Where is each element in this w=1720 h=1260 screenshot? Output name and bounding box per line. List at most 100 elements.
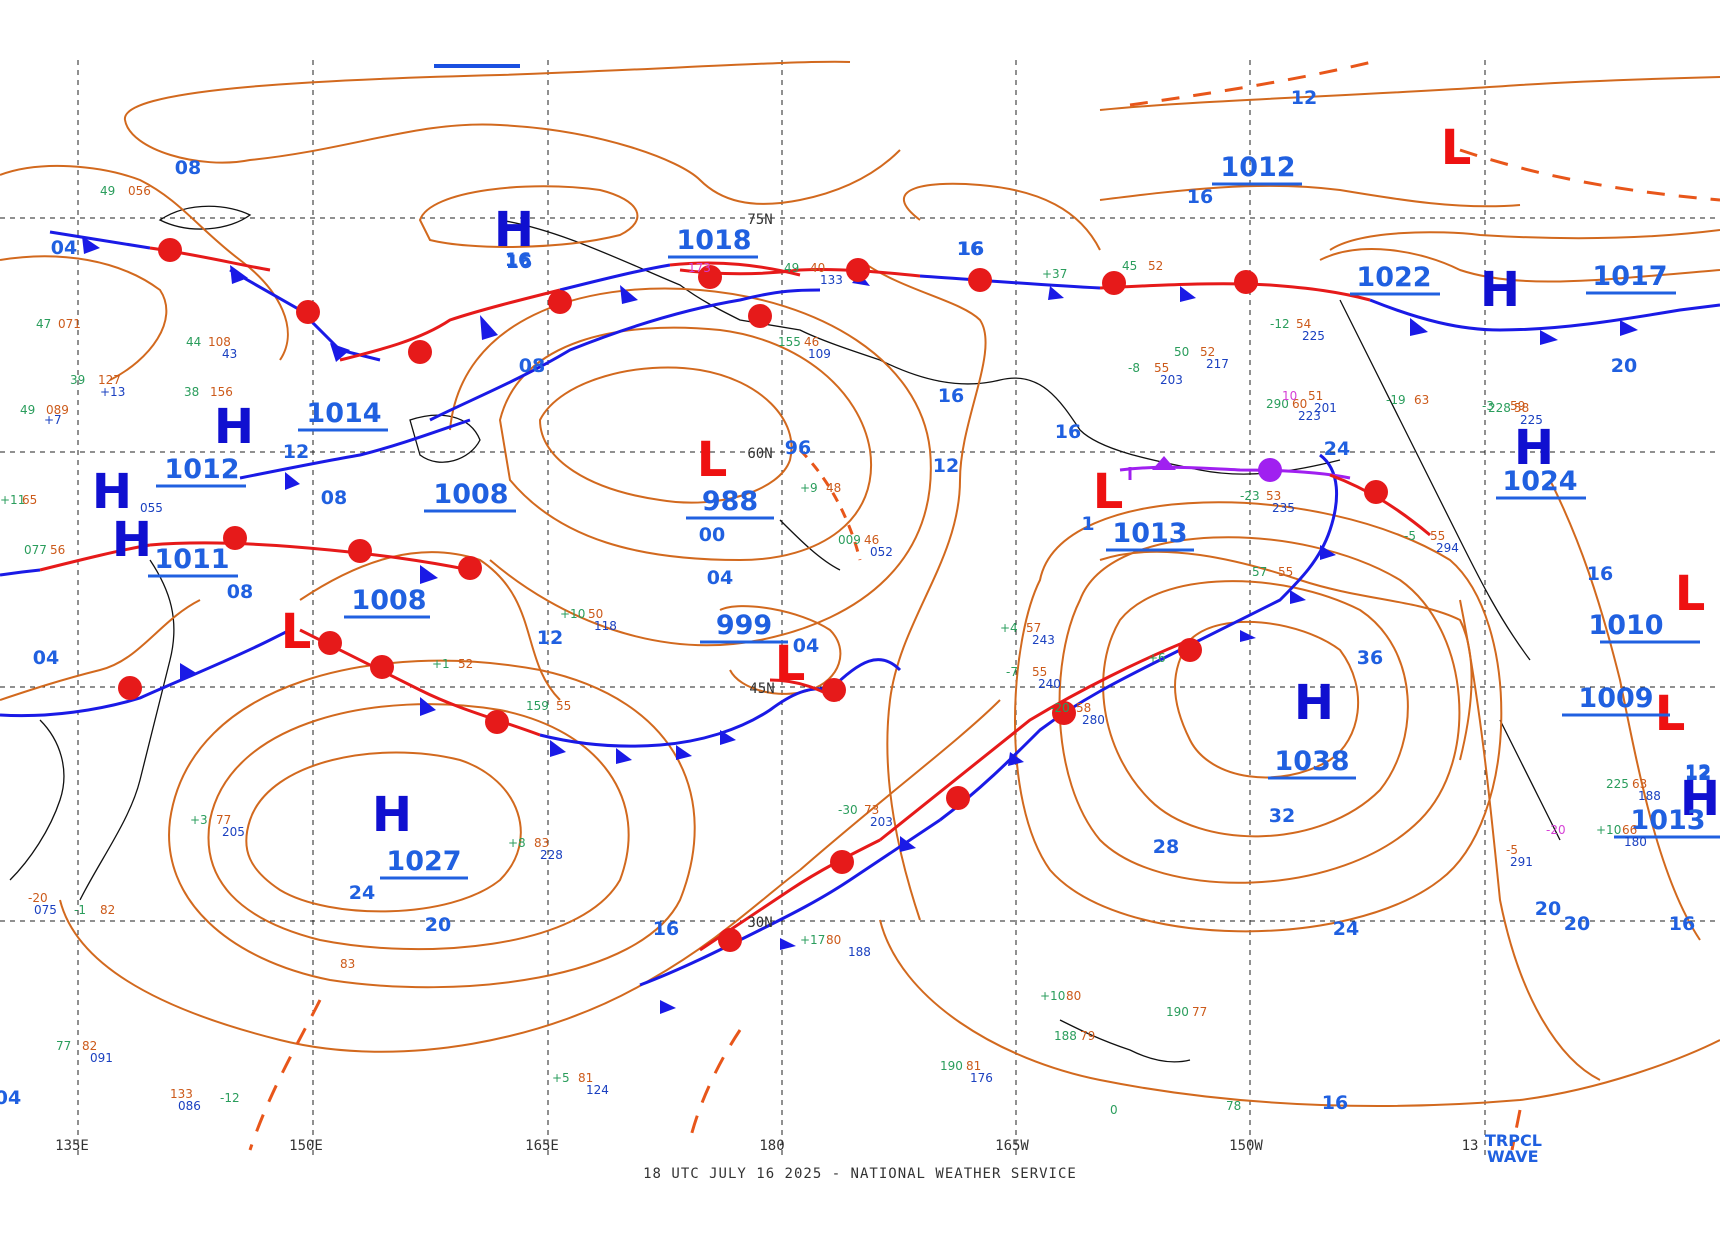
- svg-text:82: 82: [100, 903, 115, 917]
- svg-text:46: 46: [804, 335, 819, 349]
- svg-text:+5: +5: [552, 1071, 570, 1085]
- svg-text:-1: -1: [74, 903, 86, 917]
- lat-label: 75N: [747, 212, 772, 228]
- svg-text:43: 43: [222, 347, 237, 361]
- isobar-label: 08: [175, 157, 201, 179]
- svg-text:-12: -12: [220, 1091, 240, 1105]
- svg-text:+37: +37: [1042, 267, 1067, 281]
- svg-text:+17: +17: [800, 933, 825, 947]
- low-center-value: 1013: [1112, 518, 1187, 549]
- svg-text:052: 052: [870, 545, 893, 559]
- svg-text:201: 201: [1314, 401, 1337, 415]
- svg-text:109: 109: [808, 347, 831, 361]
- lon-label: 135E: [55, 1138, 89, 1154]
- svg-text:77: 77: [1192, 1005, 1207, 1019]
- high-center-value: 1012: [164, 454, 239, 485]
- low-center-letter: L: [1675, 566, 1706, 622]
- svg-text:60: 60: [1292, 397, 1307, 411]
- standalone-pressure-values: 1018 1012 1008 1008 1013: [148, 152, 1720, 880]
- isobar-label: 16: [1187, 186, 1213, 208]
- svg-text:66: 66: [1622, 823, 1637, 837]
- svg-text:-23: -23: [1240, 489, 1260, 503]
- svg-text:47: 47: [36, 317, 51, 331]
- lon-label: 180: [759, 1138, 784, 1154]
- isobar-label: 1: [1081, 513, 1094, 535]
- svg-text:0: 0: [1110, 1103, 1118, 1117]
- pressure-value: 1008: [433, 479, 508, 510]
- isobar-label: 16: [1669, 913, 1695, 935]
- svg-text:205: 205: [222, 825, 245, 839]
- svg-text:81: 81: [966, 1059, 981, 1073]
- svg-text:-8: -8: [1128, 361, 1140, 375]
- isobar-label: 12: [1291, 87, 1317, 109]
- svg-text:133: 133: [820, 273, 843, 287]
- svg-text:+6: +6: [1148, 651, 1166, 665]
- svg-text:228: 228: [1488, 401, 1511, 415]
- svg-text:38: 38: [184, 385, 199, 399]
- svg-text:089: 089: [46, 403, 69, 417]
- isobar-label: 20: [1611, 355, 1637, 377]
- isobar-label: 04: [51, 237, 77, 259]
- high-center-value: 1022: [1356, 262, 1431, 293]
- longitude-labels: 135E 150E 165E 180 165W 150W 13: [55, 1138, 1478, 1154]
- latitude-labels: 75N 60N 45N 30N: [747, 212, 774, 931]
- high-center-letter: H: [1680, 771, 1720, 827]
- svg-text:188: 188: [1638, 789, 1661, 803]
- svg-text:056: 056: [128, 184, 151, 198]
- svg-text:173: 173: [688, 261, 711, 275]
- isobar-label: 12: [1685, 761, 1711, 783]
- svg-text:217: 217: [1206, 357, 1229, 371]
- svg-text:190: 190: [1166, 1005, 1189, 1019]
- svg-text:225: 225: [1520, 413, 1543, 427]
- isobar-label: 00: [699, 524, 725, 546]
- isobar-label: 12: [933, 455, 959, 477]
- svg-text:225: 225: [1302, 329, 1325, 343]
- lat-label: 45N: [749, 681, 774, 697]
- map-footer-caption: 18 UTC JULY 16 2025 - NATIONAL WEATHER S…: [643, 1166, 1077, 1182]
- svg-text:52: 52: [1148, 259, 1163, 273]
- svg-text:280: 280: [1082, 713, 1105, 727]
- svg-text:49: 49: [100, 184, 115, 198]
- isobar-label: 08: [227, 581, 253, 603]
- svg-text:49: 49: [20, 403, 35, 417]
- lat-label: 60N: [747, 446, 772, 462]
- svg-text:81: 81: [578, 1071, 593, 1085]
- isobar-label: 20: [1564, 913, 1590, 935]
- isobar-label: 24: [349, 882, 375, 904]
- svg-text:225: 225: [1606, 777, 1629, 791]
- svg-text:-12: -12: [1270, 317, 1290, 331]
- svg-text:-20: -20: [28, 891, 48, 905]
- low-center-value: 1009: [1578, 683, 1653, 714]
- svg-text:83: 83: [340, 957, 355, 971]
- svg-text:133: 133: [170, 1087, 193, 1101]
- isobar-label: 24: [1333, 918, 1359, 940]
- isobar-label: 36: [1357, 647, 1383, 669]
- high-center-letter: H: [92, 464, 132, 520]
- svg-text:155: 155: [778, 335, 801, 349]
- tropical-wave-label: TRPCL: [1485, 1131, 1542, 1150]
- svg-text:65: 65: [22, 493, 37, 507]
- svg-text:-30: -30: [838, 803, 858, 817]
- low-center-letter: L: [281, 604, 312, 660]
- svg-text:228: 228: [540, 848, 563, 862]
- troughs: [248, 58, 1720, 1151]
- svg-text:63: 63: [1632, 777, 1647, 791]
- isobar-labels: 08 04 16 08 12 08 04 12 04 08 12 16 00 0…: [0, 87, 1711, 1114]
- svg-text:091: 091: [90, 1051, 113, 1065]
- coastlines: [9, 205, 1561, 1063]
- high-center-value: 1024: [1502, 466, 1577, 497]
- isobar-label: 16: [653, 918, 679, 940]
- svg-text:-20: -20: [1546, 823, 1566, 837]
- svg-text:071: 071: [58, 317, 81, 331]
- lon-label: 150E: [289, 1138, 323, 1154]
- isobar-label: 20: [1535, 898, 1561, 920]
- high-center-value: 16: [506, 251, 532, 273]
- svg-text:294: 294: [1436, 541, 1459, 555]
- svg-text:+8: +8: [508, 836, 526, 850]
- high-center-value: 1038: [1274, 746, 1349, 777]
- svg-text:59: 59: [1510, 399, 1525, 413]
- svg-text:124: 124: [586, 1083, 609, 1097]
- svg-text:180: 180: [1624, 835, 1647, 849]
- svg-text:240: 240: [1038, 677, 1061, 691]
- svg-text:+10: +10: [1040, 989, 1065, 1003]
